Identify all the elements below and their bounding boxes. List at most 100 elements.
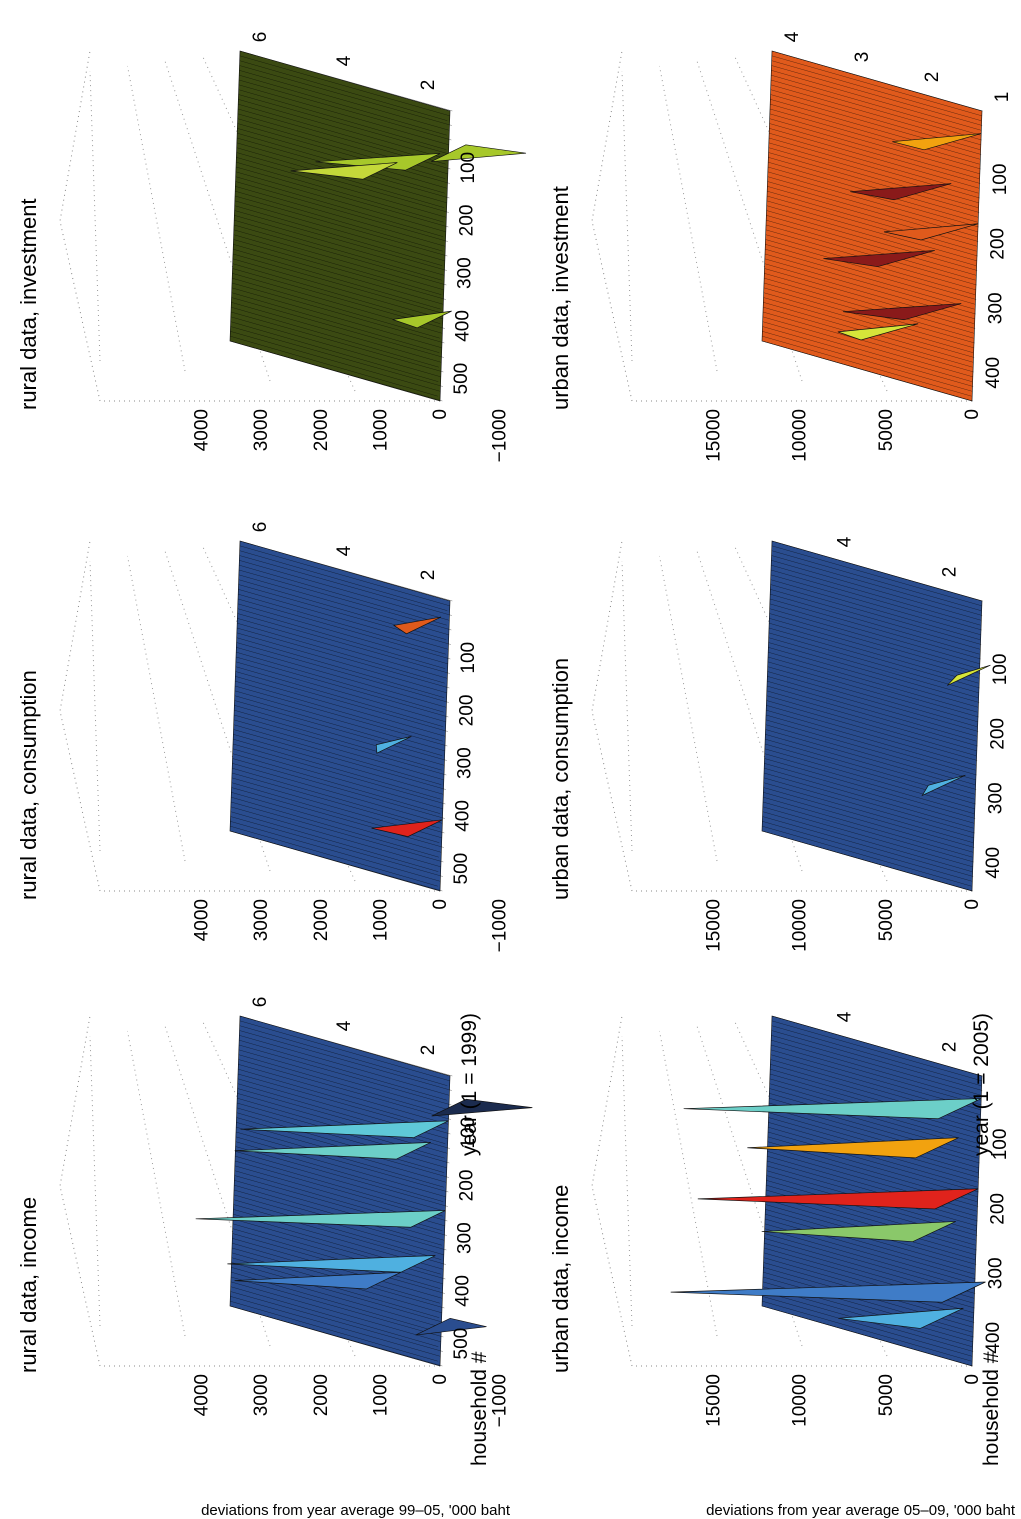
z-tick-label: 1000 <box>370 409 391 451</box>
surface-row <box>762 326 974 387</box>
surface-row <box>763 292 974 353</box>
surface-spike <box>195 1210 446 1228</box>
surface-row <box>230 806 441 868</box>
surface-row <box>764 273 975 334</box>
grid-line <box>164 1025 271 1347</box>
x-tick-label: 500 <box>451 363 472 395</box>
surface-row <box>239 540 453 602</box>
surface-row <box>231 1267 442 1328</box>
surface-row <box>768 651 978 713</box>
surface-row <box>233 1194 444 1256</box>
surface-row <box>770 1044 982 1106</box>
surface-row <box>238 94 451 155</box>
surface-row <box>769 132 979 194</box>
surface-row <box>230 1300 438 1362</box>
surface-row <box>768 632 979 694</box>
surface-plot: 4000 3000 2000 1000 0 −1000 500 400 300 200 100 2 4 6 <box>59 522 511 952</box>
surface-row <box>232 767 440 829</box>
figure-ylabel-top: deviations from year average 99–05, '000… <box>201 1502 510 1519</box>
surface-row <box>231 302 442 363</box>
surface-row <box>231 792 442 853</box>
surface-row <box>239 74 447 136</box>
grid-line <box>164 550 271 872</box>
surface-row <box>235 171 446 233</box>
surface-row <box>766 205 977 266</box>
surface-base <box>229 50 451 402</box>
surface-row <box>232 253 446 315</box>
surface-row <box>764 763 975 824</box>
surface-row <box>231 796 439 858</box>
surface-row <box>764 1218 976 1280</box>
surface-row <box>230 311 444 373</box>
surface-row <box>763 1252 974 1314</box>
grid-line <box>164 60 271 382</box>
surface-row <box>765 248 975 310</box>
surface-row <box>232 743 446 805</box>
surface-spike <box>234 1142 431 1160</box>
surface-row <box>236 161 444 223</box>
surface-row <box>767 666 978 727</box>
surface-row <box>762 801 974 863</box>
surface-row <box>232 758 445 819</box>
surface-row <box>768 642 980 703</box>
x-tick-label: 100 <box>990 164 1011 196</box>
z-tick-label: 0 <box>430 899 451 910</box>
y-tick-label: 2 <box>418 1045 439 1056</box>
surface-row <box>762 1300 972 1362</box>
surface-spike <box>883 223 979 241</box>
z-tick-label: 5000 <box>876 899 897 941</box>
surface-row <box>236 637 445 698</box>
surface-row <box>230 825 438 887</box>
surface-row <box>233 738 441 800</box>
surface-row <box>771 50 983 112</box>
surface-row <box>229 1305 443 1367</box>
surface-row <box>768 157 979 218</box>
y-tick-label: 2 <box>940 1042 961 1053</box>
surface-row <box>765 714 977 776</box>
surface-row <box>762 1276 974 1338</box>
grid-line <box>621 1035 633 1327</box>
surface-row <box>233 234 442 295</box>
z-tick-label: 15000 <box>703 899 724 952</box>
surface-row <box>230 816 443 877</box>
surface-row <box>762 821 973 882</box>
surface-row <box>762 816 974 877</box>
surface-row <box>231 772 445 834</box>
surface-row <box>766 695 977 756</box>
surface-row <box>771 1039 981 1101</box>
surface-row <box>234 205 443 266</box>
surface-spike <box>838 1307 964 1329</box>
x-tick-label: 100 <box>458 642 479 674</box>
surface-row <box>771 545 982 607</box>
surface-row <box>766 709 976 771</box>
surface-row <box>237 603 448 665</box>
surface-row <box>232 277 440 339</box>
surface-row <box>238 584 451 645</box>
surface-row <box>230 326 443 387</box>
surface-row <box>231 297 444 358</box>
surface-row <box>768 627 980 689</box>
surface-row <box>763 287 974 349</box>
surface-row <box>768 647 979 708</box>
surface-row <box>770 84 981 146</box>
surface-row <box>771 555 983 616</box>
surface-row <box>238 79 452 141</box>
surface-row <box>239 65 452 126</box>
surface-spike <box>431 1098 533 1117</box>
surface-row <box>768 152 980 213</box>
surface-row <box>238 1044 452 1106</box>
surface-spike <box>240 1120 449 1138</box>
surface-row <box>770 574 981 636</box>
surface-row <box>237 622 445 684</box>
surface-row <box>230 811 439 872</box>
y-tick-label: 4 <box>782 31 803 42</box>
y-tick-label: 6 <box>250 997 271 1008</box>
surface-row <box>236 632 447 694</box>
z-tick-label: 0 <box>962 899 983 910</box>
surface-row <box>764 748 975 810</box>
z-tick-label: 3000 <box>251 409 272 451</box>
y-tick-label: 4 <box>835 536 856 547</box>
surface-spike <box>747 1137 959 1159</box>
surface-row <box>234 210 447 271</box>
surface-row <box>763 297 975 358</box>
